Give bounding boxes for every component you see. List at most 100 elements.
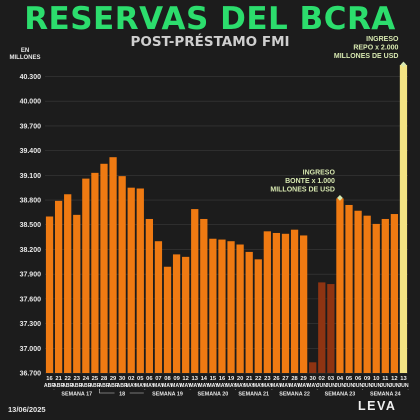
bar — [236, 244, 244, 373]
bar — [191, 209, 199, 373]
x-tick-day: 16 — [219, 376, 226, 382]
bar — [254, 259, 262, 373]
bar — [245, 251, 253, 373]
bar — [318, 282, 326, 373]
x-tick-day: 28 — [291, 376, 298, 382]
x-tick-day: 06 — [355, 376, 362, 382]
bar — [372, 223, 380, 373]
x-tick-month: MAY — [135, 383, 147, 389]
bar — [227, 241, 235, 373]
x-tick-day: 21 — [246, 376, 253, 382]
x-tick-day: 13 — [192, 376, 199, 382]
annotation-text: MILLONES DE USD — [334, 53, 399, 60]
week-label-bg — [316, 389, 364, 397]
bar — [381, 218, 389, 373]
week-label: 18 — [119, 391, 125, 397]
x-tick-month: MAY — [253, 383, 265, 389]
annotation-marker — [400, 61, 407, 68]
week-label-bg — [230, 389, 278, 397]
x-tick-month: MAY — [226, 383, 238, 389]
week-label: SEMANA 20 — [198, 391, 229, 397]
x-tick-month: MAY — [298, 383, 310, 389]
x-tick-month: MAY — [271, 383, 283, 389]
week-label-bg — [114, 389, 130, 397]
x-tick-day: 05 — [137, 376, 144, 382]
x-tick-day: 23 — [264, 376, 271, 382]
bar — [399, 64, 408, 373]
x-tick-month: MAY — [171, 383, 183, 389]
x-tick-month: ABR — [98, 383, 109, 389]
week-label-bg — [53, 389, 101, 397]
bar — [118, 176, 126, 373]
x-tick-day: 25 — [92, 376, 99, 382]
x-tick-day: 06 — [146, 376, 153, 382]
x-tick-day: 20 — [237, 376, 243, 382]
x-tick-month: MAY — [307, 383, 319, 389]
x-tick-month: MAY — [144, 383, 156, 389]
x-tick-day: 21 — [55, 376, 62, 382]
week-label-bg — [189, 389, 237, 397]
x-tick-day: 08 — [164, 376, 171, 382]
x-tick-month: ABR — [117, 383, 128, 389]
x-tick-month: JUN — [317, 383, 328, 389]
bar — [272, 232, 281, 373]
x-tick-day: 09 — [364, 376, 371, 382]
bar — [327, 284, 335, 373]
annotation-marker — [337, 195, 343, 201]
y-tick-label: 40.000 — [20, 99, 42, 106]
bar — [73, 214, 81, 373]
x-tick-day: 16 — [46, 376, 53, 382]
x-tick-month: JUN — [389, 383, 400, 389]
x-tick-day: 27 — [282, 376, 288, 382]
x-tick-month: MAY — [289, 383, 301, 389]
y-tick-label: 39.400 — [20, 148, 42, 155]
x-tick-day: 05 — [346, 376, 353, 382]
x-tick-day: 02 — [319, 376, 325, 382]
x-tick-month: MAY — [180, 383, 192, 389]
bar — [363, 215, 371, 373]
x-tick-month: JUN — [353, 383, 364, 389]
week-label: SEMANA 24 — [370, 391, 401, 397]
annotation-text: BONTE x 1.000 — [285, 178, 335, 185]
bar — [281, 233, 290, 373]
x-tick-month: MAY — [207, 383, 219, 389]
x-tick-day: 12 — [391, 376, 397, 382]
x-tick-day: 30 — [119, 376, 125, 382]
week-label: SEMANA 19 — [152, 391, 183, 397]
bar — [209, 238, 217, 373]
x-tick-month: MAY — [216, 383, 228, 389]
y-tick-label: 37.600 — [20, 296, 42, 303]
x-tick-day: 28 — [101, 376, 108, 382]
x-tick-day: 09 — [173, 376, 180, 382]
y-tick-label: 38.800 — [20, 198, 42, 205]
bar — [172, 254, 181, 373]
bar — [136, 188, 144, 373]
bar — [309, 362, 317, 373]
bar — [300, 235, 308, 373]
bar — [345, 204, 353, 373]
y-tick-label: 39.700 — [20, 123, 42, 130]
bar — [154, 241, 163, 373]
x-tick-month: ABR — [80, 383, 91, 389]
week-label: SEMANA 17 — [61, 391, 92, 397]
bar — [182, 256, 190, 373]
y-tick-label: 37.300 — [20, 321, 42, 328]
y-tick-label: 38.200 — [20, 247, 42, 254]
unit-label: EN MILLONES — [9, 48, 41, 61]
x-tick-day: 14 — [201, 376, 208, 382]
x-tick-day: 03 — [328, 376, 335, 382]
bar — [163, 266, 172, 373]
bar — [64, 194, 72, 373]
x-tick-month: ABR — [107, 383, 118, 389]
bar — [91, 172, 99, 373]
bar — [145, 218, 153, 373]
bar — [82, 178, 90, 373]
bar — [218, 239, 226, 373]
annotation-text: REPO x 2.000 — [353, 44, 398, 51]
page-subtitle: POST-PRÉSTAMO FMI — [130, 34, 290, 50]
x-tick-month: JUN — [380, 383, 391, 389]
week-label: SEMANA 22 — [279, 391, 310, 397]
y-tick-label: 38.500 — [20, 222, 42, 229]
x-tick-day: 12 — [182, 376, 188, 382]
